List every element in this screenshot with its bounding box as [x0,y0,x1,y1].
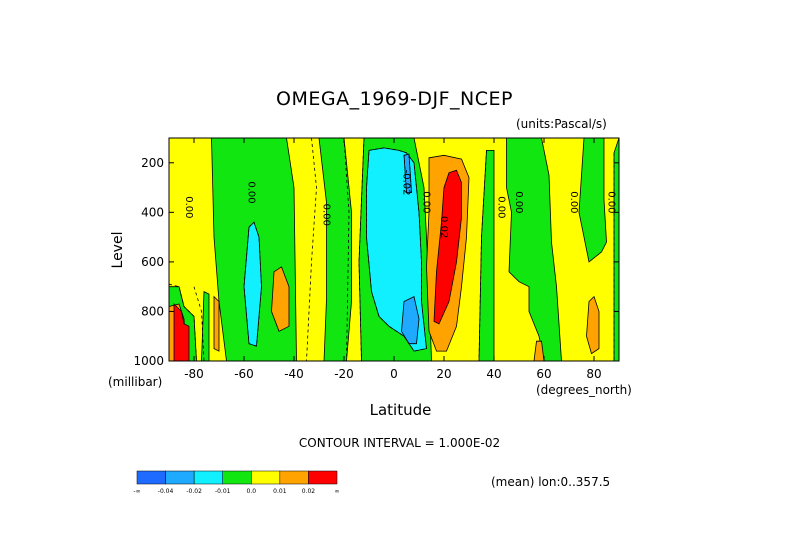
colorbar-label-0: -∞ [133,488,140,495]
contour-label-5: 0.02 [438,216,449,238]
contour-label-0: 0.00 [183,196,194,218]
contour-region-15 [213,295,220,352]
x-tick-label-7: 60 [536,367,551,381]
colorbar-label-7: ∞ [335,488,340,495]
x-tick-label-6: 40 [486,367,501,381]
contour-region-1 [318,138,352,361]
x-axis-label: Latitude [369,401,432,419]
contour-label-9: 0.00 [606,191,617,213]
dashed-contour-0 [243,221,262,347]
y-tick-label-3: 800 [141,304,164,318]
x-tick-label-0: -80 [184,367,204,381]
colorbar-label-1: -0.04 [158,488,174,495]
units-label: (units:Pascal/s) [516,117,607,131]
contour-label-4: 0.00 [421,191,432,213]
colorbar-label-4: 0.0 [247,488,257,495]
dashed-contour-9 [169,283,197,361]
y-axis-units: (millibar) [108,375,163,389]
colorbar-label-2: -0.02 [186,488,202,495]
contour-region-12 [201,290,210,361]
x-tick-label-8: 80 [586,367,601,381]
x-axis-units: (degrees_north) [536,383,632,397]
colorbar-swatch-0 [136,470,166,485]
y-axis-label: Level [110,231,126,269]
y-tick-label-4: 1000 [133,354,164,368]
x-tick-label-3: -20 [334,367,354,381]
y-tick-label-0: 200 [141,156,164,170]
colorbar-swatch-6 [308,470,338,485]
colorbar-swatch-5 [279,470,309,485]
colorbar-label-3: -0.01 [215,488,231,495]
x-tick-label-1: -60 [234,367,254,381]
contour-region-9 [578,138,607,263]
contour-region-20 [533,340,545,361]
colorbar-label-5: 0.01 [273,488,287,495]
x-tick-label-4: 0 [390,367,398,381]
contour-region-18 [433,169,462,325]
contour-region-14 [173,303,190,361]
colorbar-swatch-4 [251,470,281,485]
contour-region-19 [586,295,600,355]
contour-interval-text: CONTOUR INTERVAL = 1.000E-02 [298,436,501,450]
y-tick-label-1: 400 [141,205,164,219]
x-tick-label-5: 20 [436,367,451,381]
chart-title: OMEGA_1969-DJF_NCEP [276,88,513,110]
contour-label-7: 0.00 [513,191,524,213]
contour-label-8: 0.00 [568,191,579,213]
colorbar-swatch-3 [222,470,252,485]
mean-lon-text: (mean) lon:0..357.5 [491,475,611,489]
contour-region-16 [271,266,290,332]
colorbar-swatch-2 [193,470,223,485]
dashed-contour-8 [193,286,205,361]
y-tick-label-2: 600 [141,255,164,269]
colorbar-label-6: 0.02 [302,488,316,495]
contour-region-4 [401,296,420,345]
contour-region-10 [613,138,619,361]
contour-label-6: 0.00 [496,196,507,218]
dashed-contour-2 [403,153,412,193]
contour-region-8 [506,138,562,361]
contour-label-3: -0.02 [401,170,412,196]
colorbar-swatch-1 [165,470,195,485]
dashed-contour-6 [478,150,487,361]
x-tick-label-2: -40 [284,367,304,381]
contour-label-2: 0.00 [321,204,332,226]
contour-label-1: 0.00 [246,181,257,203]
dashed-contour-4 [343,138,350,361]
dashed-contour-1 [366,147,427,352]
